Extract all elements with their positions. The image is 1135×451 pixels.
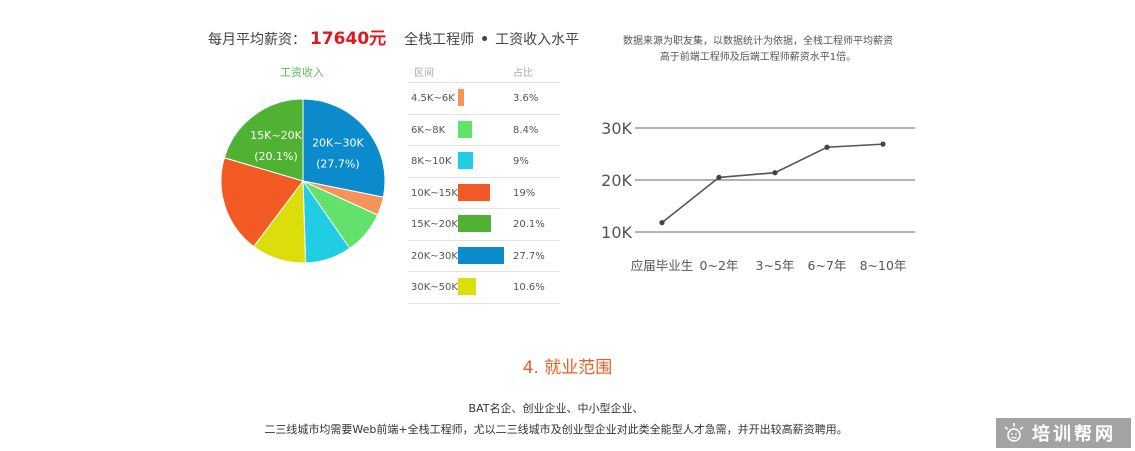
pie-chart-title: 工资收入: [280, 66, 324, 79]
salary-amount: 17640元: [310, 29, 387, 49]
pie-slice-10K-15K: [220, 157, 304, 248]
share-bar: [458, 183, 490, 201]
column-header-share: 占比: [513, 68, 533, 79]
range-label: 8K~10K: [411, 156, 452, 167]
share-bar: [458, 120, 472, 138]
pie-slice-20K-30K: [302, 98, 386, 198]
x-tick-label: 应届毕业生: [631, 258, 694, 273]
share-percent: 27.7%: [513, 250, 545, 262]
salary-range-table: 区间 占比 4.5K~6K 3.6% 6K~8K 8.4% 8K~10K 9% 10K~15…: [408, 58, 560, 304]
share-percent: 3.6%: [513, 93, 539, 104]
salary-prefix: 每月平均薪资：: [208, 32, 306, 48]
pie-slice-label-name: 15K~20K: [250, 129, 302, 142]
share-percent: 20.1%: [513, 219, 545, 230]
watermark: 培训帮网: [996, 418, 1131, 448]
x-tick-label: 3~5年: [756, 258, 795, 273]
note-line-2: 高于前端工程师及后端工程师薪资水平1倍。: [659, 52, 857, 63]
table-row: 15K~20K 20.1%: [408, 209, 560, 241]
salary-headline: 每月平均薪资： 17640元 全栈工程师 • 工资收入水平: [208, 24, 579, 49]
pie-slice-15K-20K: [223, 98, 304, 182]
share-percent: 10.6%: [513, 282, 545, 293]
data-source-note: 数据来源为职友集，以数据统计为依据，全栈工程师平均薪资 高于前端工程师及后端工程…: [598, 34, 918, 66]
pie-slice-label-name: 20K~30K: [312, 136, 364, 149]
x-tick-label: 0~2年: [700, 258, 739, 273]
table-row: 8K~10K 9%: [408, 146, 560, 178]
share-bar: [458, 215, 491, 232]
role-name: 全栈工程师: [404, 32, 475, 48]
bullet-dot: •: [480, 32, 490, 48]
x-tick-label: 6~7年: [808, 258, 847, 273]
table-header: 区间 占比: [408, 58, 560, 83]
pie-slice-label-percent: (20.1%): [254, 150, 298, 163]
share-percent: 9%: [513, 156, 529, 167]
share-percent: 8.4%: [513, 124, 539, 136]
y-tick-label: 20K: [601, 171, 632, 190]
range-label: 15K~20K: [411, 219, 458, 230]
data-point: [716, 174, 722, 180]
data-point: [880, 141, 886, 147]
watermark-text: 培训帮网: [1032, 424, 1116, 445]
share-bar: [458, 89, 464, 106]
range-label: 4.5K~6K: [411, 93, 455, 104]
salary-pie-chart: 15K~20K (20.1%) 20K~30K (27.7%): [220, 98, 386, 264]
table-row: 4.5K~6K 3.6%: [408, 83, 560, 115]
column-header-range: 区间: [414, 68, 434, 79]
table-row: 20K~30K 27.7%: [408, 241, 560, 272]
data-point: [824, 144, 830, 150]
range-label: 30K~50K: [411, 282, 458, 293]
data-point: [772, 170, 778, 176]
share-bar: [458, 246, 504, 264]
experience-salary-line-chart: 10K 20K 30K 应届毕业生 0~2年 3~5年 6~7年 8~10年: [601, 119, 915, 273]
table-row: 6K~8K 8.4%: [408, 115, 560, 146]
note-line-1: 数据来源为职友集，以数据统计为依据，全栈工程师平均薪资: [623, 36, 893, 47]
section-title: 4. 就业范围: [522, 358, 613, 378]
sun-face-icon: [1004, 423, 1024, 442]
x-tick-label: 8~10年: [860, 258, 907, 273]
share-percent: 19%: [513, 187, 536, 199]
y-tick-label: 30K: [601, 119, 632, 138]
range-label: 6K~8K: [411, 124, 446, 136]
headline-suffix: 工资收入水平: [495, 32, 580, 48]
series-line: [661, 143, 884, 224]
data-point: [659, 220, 665, 226]
share-bar: [458, 152, 473, 169]
employment-description-line-1: BAT名企、创业企业、中小型企业、: [468, 402, 644, 415]
table-body: 4.5K~6K 3.6% 6K~8K 8.4% 8K~10K 9% 10K~15K 19% 15…: [408, 83, 560, 304]
range-label: 20K~30K: [411, 250, 458, 262]
employment-description-line-2: 二三线城市均需要Web前端+全栈工程师，尤以二三线城市及创业型企业对此类全能型人…: [264, 423, 848, 436]
y-tick-label: 10K: [601, 223, 632, 242]
table-row: 30K~50K 10.6%: [408, 272, 560, 304]
share-bar: [458, 278, 476, 295]
pie-slice-label-percent: (27.7%): [316, 157, 360, 170]
table-row: 10K~15K 19%: [408, 178, 560, 209]
range-label: 10K~15K: [411, 187, 458, 199]
